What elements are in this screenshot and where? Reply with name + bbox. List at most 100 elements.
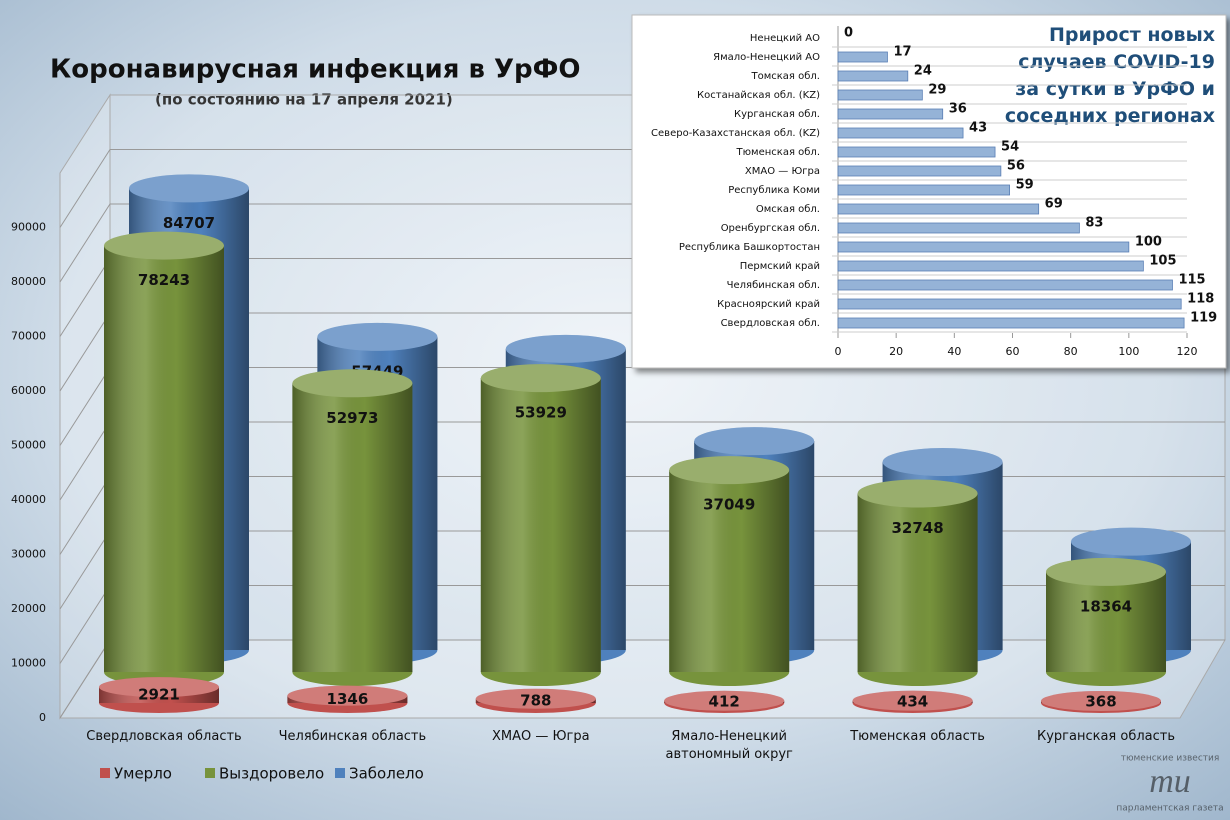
cylinder-shade bbox=[104, 245, 224, 672]
cylinder-top-light bbox=[317, 322, 438, 351]
y-tick-label: Курганская обл. bbox=[734, 109, 820, 120]
value-label: 0 bbox=[844, 26, 853, 41]
bar bbox=[837, 165, 1002, 177]
y-tick-label: Свердловская обл. bbox=[721, 318, 820, 329]
x-tick-label: Челябинская область bbox=[278, 729, 427, 744]
bar bbox=[837, 184, 1010, 196]
y-tick-label: 10000 bbox=[11, 657, 46, 670]
x-tick-label: 40 bbox=[947, 345, 961, 358]
bar bbox=[837, 260, 1144, 272]
y-tick-label: ХМАО — Югра bbox=[745, 166, 820, 177]
cylinder-top-light bbox=[1041, 690, 1161, 711]
cylinder-top-light bbox=[480, 364, 601, 393]
cylinder-top bbox=[129, 174, 249, 203]
cylinder-top bbox=[1041, 690, 1161, 711]
y-tick-label: Тюменская обл. bbox=[736, 147, 820, 158]
y-tick-label: 80000 bbox=[11, 275, 46, 288]
y-tick-label: 50000 bbox=[11, 439, 46, 452]
cylinder-top bbox=[475, 688, 596, 709]
cylinder-shade bbox=[1046, 571, 1166, 672]
y-tick-label: 0 bbox=[39, 711, 46, 724]
bar bbox=[837, 89, 923, 101]
value-label: 83 bbox=[1085, 216, 1103, 231]
cylinder-top bbox=[317, 322, 438, 351]
cylinder-shade bbox=[857, 493, 978, 672]
value-label: 36 bbox=[949, 102, 967, 117]
bar bbox=[837, 222, 1080, 234]
x-tick-label: Тюменская область bbox=[850, 729, 985, 744]
legend-label: Выздоровело bbox=[219, 765, 324, 783]
y-tick-label: Северо-Казахстанская обл. (KZ) bbox=[651, 128, 820, 139]
value-label: 105 bbox=[1149, 254, 1176, 269]
value-label: 1346 bbox=[327, 690, 369, 708]
cylinder-top bbox=[99, 677, 219, 698]
y-tick-label: Ненецкий АО bbox=[750, 33, 820, 44]
cylinder-top-light bbox=[857, 479, 978, 508]
x-tick-label: 0 bbox=[835, 345, 842, 358]
value-label: 43 bbox=[969, 121, 987, 136]
value-label: 59 bbox=[1016, 178, 1034, 193]
y-tick-label: Челябинская обл. bbox=[727, 280, 820, 291]
watermark: тюменские известия ти парламентская газе… bbox=[1116, 754, 1223, 814]
main-chart: 0 10000 20000 30000 40000 50000 60000 70000 8000… bbox=[11, 93, 1226, 783]
label-box: Челябинская область bbox=[278, 729, 427, 744]
bar bbox=[837, 241, 1130, 253]
cylinder-top bbox=[104, 231, 224, 260]
bar bbox=[837, 127, 964, 139]
value-label: 32748 bbox=[892, 519, 944, 537]
legend-swatch bbox=[100, 768, 110, 778]
cylinder-top-light bbox=[129, 174, 249, 203]
bar bbox=[837, 317, 1185, 329]
cylinder-shade bbox=[480, 378, 601, 672]
cylinder-top-light bbox=[694, 427, 815, 456]
x-tick-label: ХМАО — Югра bbox=[491, 729, 590, 744]
bar bbox=[837, 203, 1040, 215]
cylinder-top-light bbox=[852, 690, 973, 711]
x-tick-label: Свердловская область bbox=[86, 729, 242, 744]
bar bbox=[837, 70, 909, 82]
value-label: 54 bbox=[1001, 140, 1019, 155]
value-label: 115 bbox=[1178, 273, 1205, 288]
inset-title-box: Прирост новых случаев COVID-19 за сутки … bbox=[1005, 24, 1215, 127]
value-label: 78243 bbox=[138, 271, 190, 289]
watermark-bottom: парламентская газета bbox=[1116, 804, 1223, 814]
cylinder-top-light bbox=[669, 456, 790, 485]
x-tick-label: 20 bbox=[889, 345, 903, 358]
y-tick-label: 70000 bbox=[11, 330, 46, 343]
bar bbox=[837, 108, 944, 120]
cylinder-shade bbox=[669, 470, 790, 672]
x-tick-label: 120 bbox=[1177, 345, 1198, 358]
label-box: Ямало-Ненецкий автономный округ bbox=[665, 729, 793, 762]
value-label: 29 bbox=[928, 83, 946, 98]
value-label: 100 bbox=[1135, 235, 1162, 250]
bar bbox=[837, 298, 1182, 310]
value-label: 118 bbox=[1187, 292, 1214, 307]
bar bbox=[837, 279, 1173, 291]
cylinder-top bbox=[882, 448, 1003, 477]
chart-title: Коронавирусная инфекция в УрФО bbox=[50, 55, 581, 85]
value-label: 368 bbox=[1085, 692, 1116, 710]
value-label: 788 bbox=[520, 691, 551, 709]
cylinder-top bbox=[287, 685, 408, 706]
value-label: 2921 bbox=[138, 686, 180, 704]
y-tick-label: Красноярский край bbox=[717, 299, 820, 310]
legend-label: Заболело bbox=[349, 765, 424, 783]
label-box: ХМАО — Югра bbox=[491, 729, 590, 744]
cylinder-top bbox=[480, 364, 601, 393]
value-label: 18364 bbox=[1080, 597, 1132, 615]
cylinder-top-light bbox=[505, 334, 626, 363]
y-tick-label: Томская обл. bbox=[751, 71, 821, 82]
y-tick-label: 20000 bbox=[11, 602, 46, 615]
label-box: Свердловская область bbox=[86, 729, 242, 744]
legend-swatch bbox=[205, 768, 215, 778]
y-tick-label: Республика Башкортостан bbox=[679, 242, 820, 253]
x-tick-label: Ямало-Ненецкий автономный округ bbox=[665, 729, 793, 762]
y-tick-label: Республика Коми bbox=[728, 185, 820, 196]
value-label: 84707 bbox=[163, 214, 215, 232]
value-label: 412 bbox=[709, 692, 740, 710]
cylinder-top bbox=[694, 427, 815, 456]
inset-chart: Прирост новых случаев COVID-19 за сутки … bbox=[631, 14, 1227, 369]
cylinder-top bbox=[1046, 557, 1166, 586]
bar bbox=[837, 51, 888, 63]
